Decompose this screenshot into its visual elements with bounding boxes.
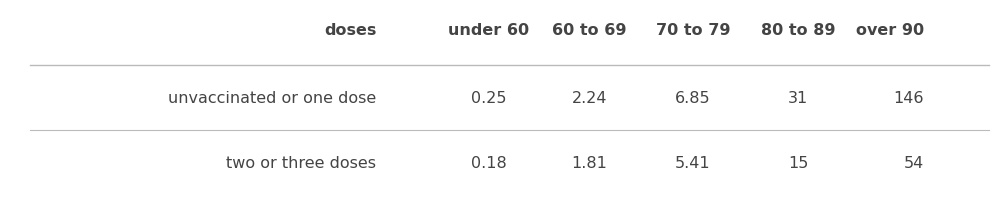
Text: 60 to 69: 60 to 69	[552, 23, 626, 38]
Text: 6.85: 6.85	[674, 90, 710, 105]
Text: two or three doses: two or three doses	[227, 156, 376, 171]
Text: 146: 146	[893, 90, 923, 105]
Text: doses: doses	[324, 23, 376, 38]
Text: over 90: over 90	[855, 23, 923, 38]
Text: 0.18: 0.18	[470, 156, 507, 171]
Text: 15: 15	[787, 156, 807, 171]
Text: 2.24: 2.24	[571, 90, 607, 105]
Text: 31: 31	[787, 90, 807, 105]
Text: 54: 54	[903, 156, 923, 171]
Text: 1.81: 1.81	[571, 156, 607, 171]
Text: 0.25: 0.25	[470, 90, 507, 105]
Text: 5.41: 5.41	[674, 156, 710, 171]
Text: under 60: under 60	[448, 23, 529, 38]
Text: 80 to 89: 80 to 89	[760, 23, 834, 38]
Text: unvaccinated or one dose: unvaccinated or one dose	[169, 90, 376, 105]
Text: 70 to 79: 70 to 79	[655, 23, 729, 38]
